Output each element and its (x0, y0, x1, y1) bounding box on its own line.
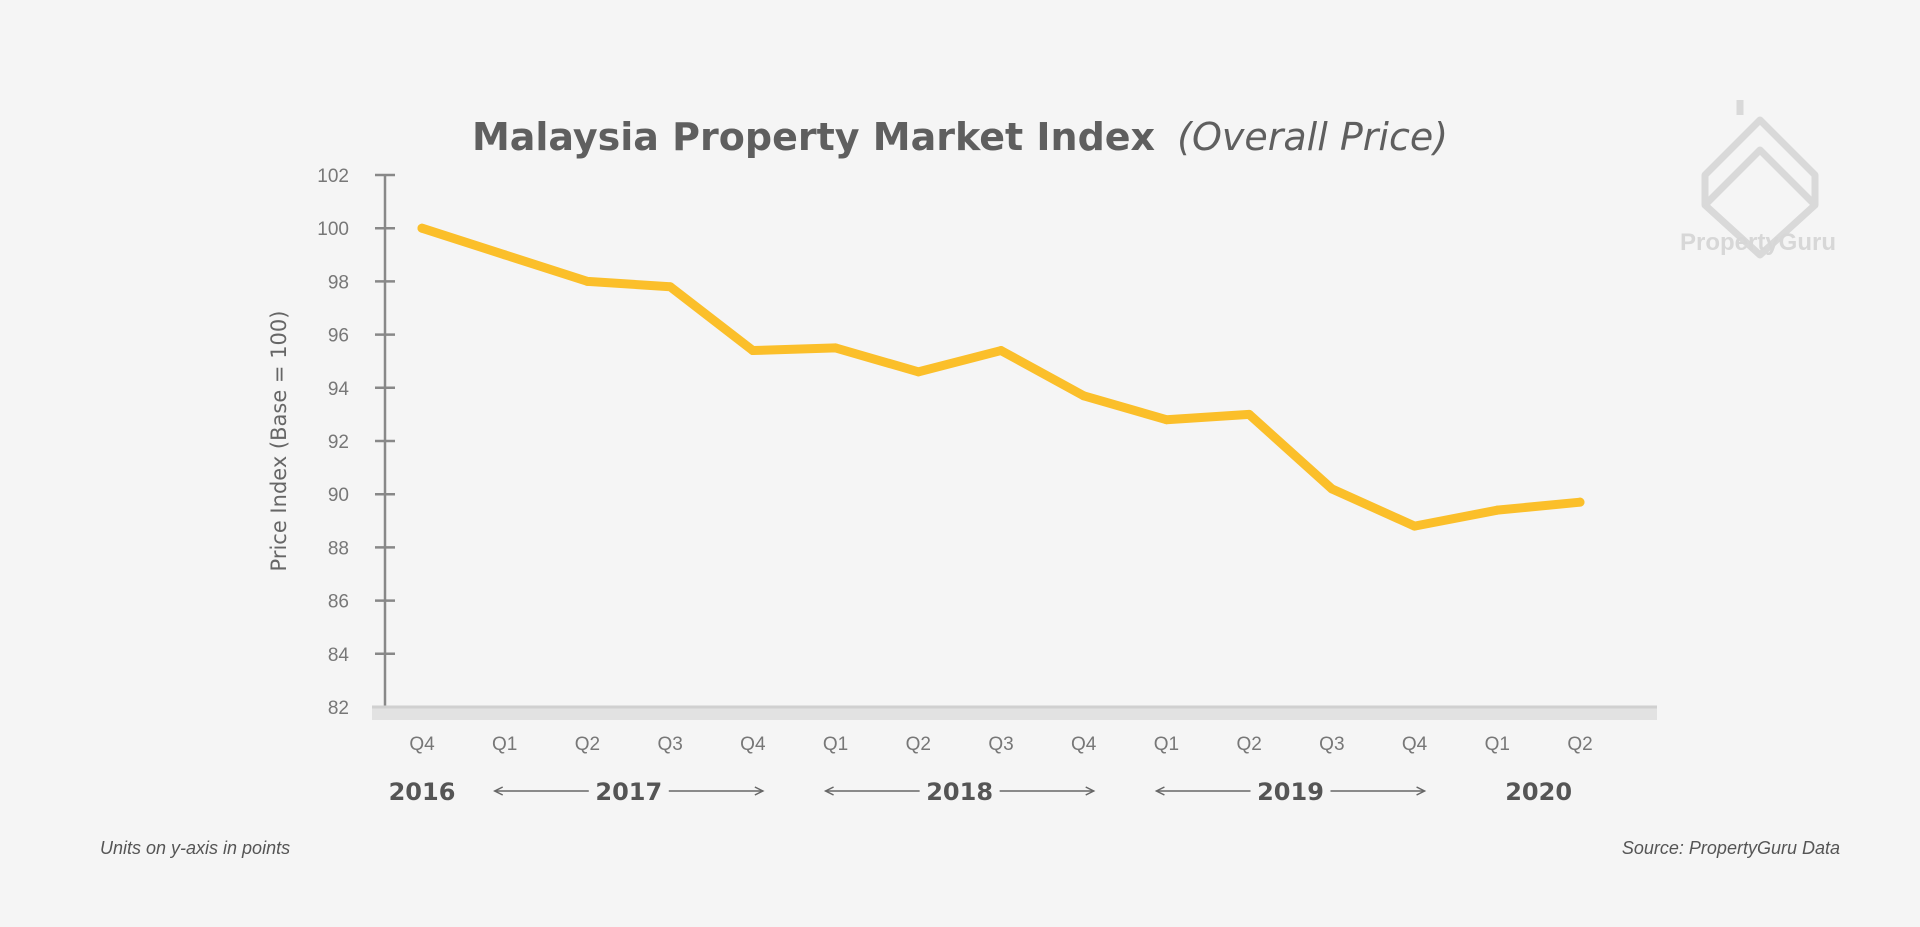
arrow-right-icon (1416, 786, 1427, 796)
y-tick-label: 92 (328, 432, 349, 453)
logo-text: PropertyGuru (1680, 229, 1836, 256)
y-tick-label: 94 (328, 379, 350, 400)
data-point (1410, 521, 1420, 531)
y-tick-label: 96 (328, 326, 349, 347)
chart-title: Malaysia Property Market Index (Overall … (472, 115, 1448, 159)
units-note: Units on y-axis in points (100, 838, 290, 858)
x-tick-label: Q4 (1402, 734, 1428, 755)
y-tick-label: 88 (328, 538, 349, 559)
data-point (748, 346, 758, 356)
y-tick-label: 84 (328, 645, 350, 666)
y-tick-label: 90 (328, 485, 349, 506)
y-tick-label: 98 (328, 272, 349, 293)
x-tick-label: Q2 (575, 734, 600, 755)
x-tick-label: Q3 (1319, 734, 1344, 755)
x-axis-baseline (372, 708, 1657, 720)
data-point (1244, 409, 1254, 419)
x-tick-label: Q4 (409, 734, 435, 755)
arrow-left-icon (1154, 786, 1165, 796)
arrow-right-icon (754, 786, 765, 796)
x-tick-label: Q1 (1485, 734, 1510, 755)
year-label: 2016 (389, 778, 456, 806)
house-logo-icon (1701, 100, 1819, 259)
x-tick-label: Q2 (1236, 734, 1261, 755)
year-label: 2017 (595, 778, 662, 806)
arrow-right-icon (1085, 786, 1096, 796)
year-label: 2019 (1257, 778, 1324, 806)
plot-area (417, 223, 1585, 531)
chart-subtitle: (Overall Price) (1177, 115, 1448, 159)
y-tick-label: 82 (328, 698, 349, 719)
data-point (913, 367, 923, 377)
x-tick-label: Q3 (657, 734, 682, 755)
y-tick-label: 100 (317, 219, 349, 240)
arrow-left-icon (823, 786, 834, 796)
data-point (1079, 391, 1089, 401)
y-tick-label: 102 (317, 166, 349, 187)
data-point (996, 346, 1006, 356)
x-tick-label: Q1 (823, 734, 848, 755)
x-tick-label: Q2 (906, 734, 931, 755)
data-point (665, 282, 675, 292)
year-label: 2020 (1505, 778, 1572, 806)
data-point (582, 276, 592, 286)
source-note: Source: PropertyGuru Data (1622, 838, 1840, 858)
y-axis-label: Price Index (Base = 100) (267, 311, 291, 572)
year-label: 2018 (926, 778, 993, 806)
y-axis: 82 84 86 88 90 92 94 96 98 100 102 (317, 166, 395, 719)
data-point (1327, 484, 1337, 494)
x-tick-label: Q2 (1567, 734, 1592, 755)
x-tick-label: Q1 (492, 734, 517, 755)
data-point (1161, 415, 1171, 425)
arrow-left-icon (493, 786, 504, 796)
x-tick-label: Q3 (988, 734, 1013, 755)
data-point (417, 223, 427, 233)
propertyguru-logo: PropertyGuru (1680, 100, 1836, 259)
series-line (417, 223, 1585, 531)
data-point (500, 250, 510, 260)
x-tick-label: Q1 (1154, 734, 1179, 755)
y-tick-label: 86 (328, 592, 349, 613)
x-axis: Q4 Q1 Q2 Q3 Q4 Q1 Q2 Q3 Q4 Q1 Q2 Q3 Q4 Q1 Q2 2016 2017 20… (372, 705, 1657, 806)
x-tick-label: Q4 (740, 734, 766, 755)
x-tick-label: Q4 (1071, 734, 1097, 755)
data-point (831, 343, 841, 353)
data-point (1492, 505, 1502, 515)
data-point (1575, 497, 1585, 507)
chart-title-main: Malaysia Property Market Index (472, 115, 1155, 159)
